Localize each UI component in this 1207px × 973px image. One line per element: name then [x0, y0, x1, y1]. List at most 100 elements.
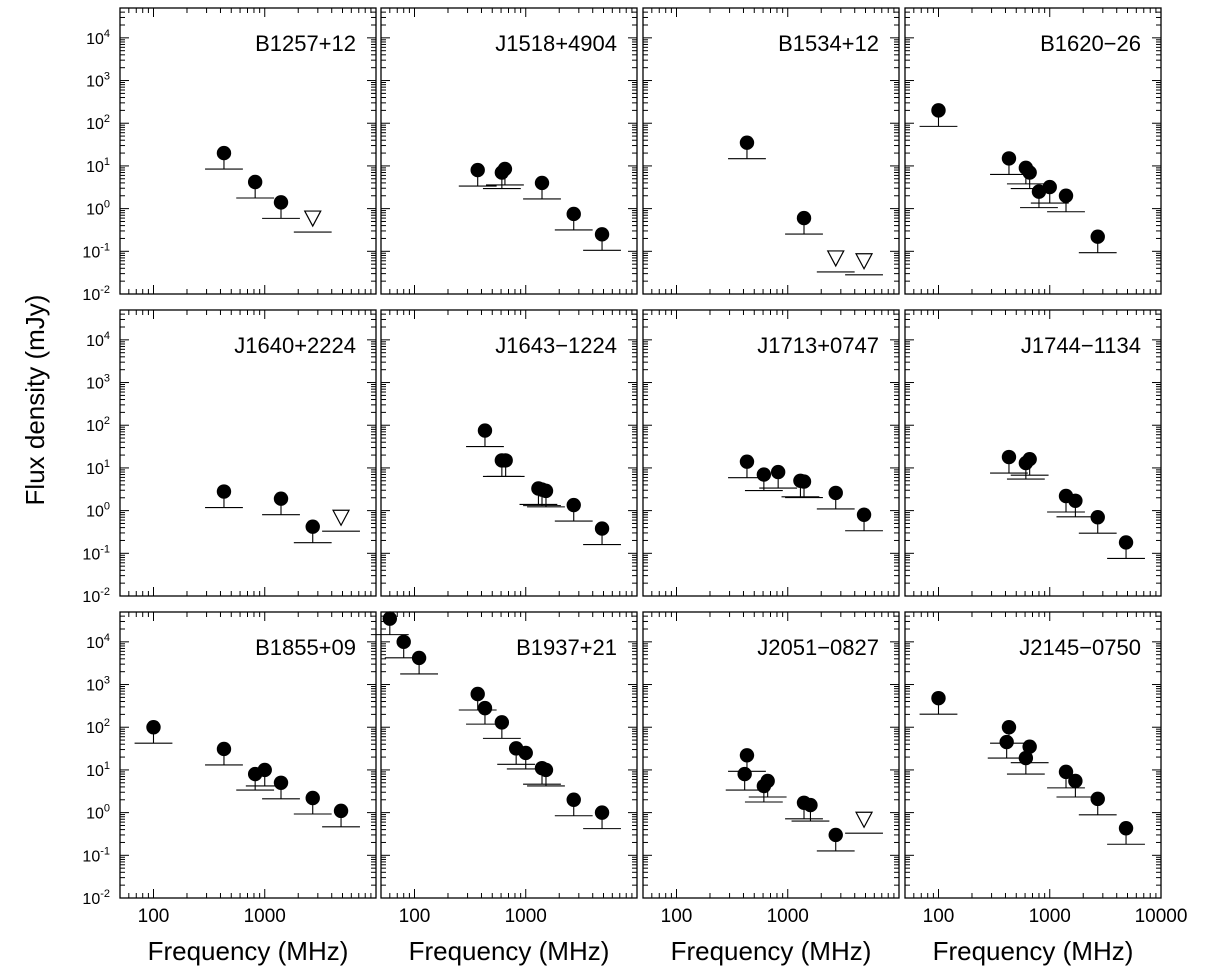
y-tick-label: 10-1	[82, 845, 110, 865]
x-tick-label: 1000	[767, 906, 809, 927]
y-axis-label: Flux density (mJy)	[20, 295, 50, 506]
data-point	[1022, 739, 1037, 754]
panel-title: J2051−0827	[757, 635, 879, 660]
data-point	[273, 491, 289, 506]
panel-title: J1744−1134	[1021, 333, 1141, 358]
data-point	[273, 195, 289, 210]
data-point	[594, 805, 610, 820]
data-point	[566, 792, 581, 807]
panel-title: B1257+12	[255, 31, 356, 56]
y-tick-label: 104	[86, 330, 110, 350]
data-point	[566, 206, 581, 222]
panel-2: J1518+4904	[380, 7, 638, 295]
panel-title: B1937+21	[516, 635, 617, 660]
panel-title: B1620−26	[1040, 31, 1141, 56]
data-point	[594, 521, 610, 536]
y-tick-label: 101	[86, 156, 110, 176]
data-point	[828, 485, 843, 501]
data-point	[477, 423, 493, 438]
y-tick-label: 103	[86, 71, 110, 91]
data-point	[803, 797, 818, 813]
panel-1: 104 103 102 101 100 10-1 10-2 B1257+12	[82, 7, 377, 304]
data-point	[796, 210, 812, 226]
y-tick-label: 104	[86, 28, 110, 48]
data-point	[856, 507, 872, 522]
data-point	[497, 161, 513, 177]
data-point	[494, 715, 510, 730]
data-point	[305, 790, 320, 806]
x-axis-label: Frequency (MHz)	[671, 936, 872, 966]
upper-limit-marker	[332, 509, 351, 527]
panel-title: B1534+12	[778, 31, 879, 56]
data-point	[756, 467, 772, 482]
x-tick-label: 100	[661, 906, 693, 927]
data-point	[1042, 179, 1057, 195]
y-tick-label: 103	[86, 373, 110, 393]
data-point	[828, 827, 843, 843]
data-point	[1068, 493, 1083, 508]
y-tick-label: 102	[86, 415, 110, 435]
data-point	[1068, 773, 1083, 789]
data-point	[739, 748, 755, 763]
data-point	[1058, 764, 1074, 780]
y-tick-label: 100	[86, 199, 110, 219]
y-tick-label: 10-1	[82, 543, 110, 563]
data-point	[305, 519, 320, 534]
data-point	[257, 762, 272, 778]
data-point	[411, 650, 427, 666]
y-tick-label: 102	[86, 717, 110, 737]
y-tick-label: 10-2	[82, 888, 110, 908]
y-tick-label: 103	[86, 675, 110, 695]
y-tick-label: 101	[86, 458, 110, 478]
panel-4: B1620−26	[904, 7, 1162, 295]
data-point	[1090, 229, 1105, 244]
panel-title: J2145−0750	[1019, 635, 1141, 660]
x-axis-label: Frequency (MHz)	[148, 936, 349, 966]
data-point	[770, 464, 786, 480]
panel-6: J1643−1224	[380, 309, 638, 597]
y-tick-label: 100	[86, 501, 110, 521]
data-point	[1118, 535, 1134, 550]
data-point	[739, 454, 755, 469]
data-point	[1031, 184, 1047, 199]
data-point	[737, 766, 752, 782]
data-point	[470, 162, 485, 178]
data-point	[931, 690, 946, 706]
data-point	[1090, 510, 1105, 525]
data-point	[931, 103, 946, 118]
panel-5: 104 103 102 101 100 10-1 10-2 J1640+2224	[82, 309, 377, 606]
data-point	[382, 611, 398, 626]
data-point	[470, 686, 485, 702]
x-tick-label: 100	[399, 906, 431, 927]
y-tick-label: 100	[86, 803, 110, 823]
data-point	[247, 174, 263, 190]
data-point	[1118, 821, 1134, 836]
data-point	[534, 175, 550, 191]
y-tick-label: 102	[86, 113, 110, 133]
panel-3: B1534+12	[642, 7, 900, 295]
data-point	[1001, 720, 1017, 735]
panel-title: J1518+4904	[495, 31, 617, 56]
y-tick-label: 101	[86, 760, 110, 780]
data-point	[1001, 449, 1017, 465]
data-point	[999, 734, 1014, 750]
data-point	[146, 720, 161, 735]
upper-limit-marker	[303, 210, 322, 228]
panel-title: J1640+2224	[234, 333, 356, 358]
upper-limit-marker	[826, 250, 845, 268]
x-tick-label: 10000	[1135, 906, 1188, 927]
x-tick-label: 1000	[1029, 906, 1071, 927]
data-point	[477, 700, 493, 716]
data-point	[1090, 791, 1105, 807]
data-point	[273, 775, 289, 790]
data-point	[796, 474, 812, 489]
y-tick-label: 10-2	[82, 284, 110, 304]
data-point	[1058, 188, 1074, 203]
panel-11: 100 1000 Frequency (MHz) J2051−0827	[642, 611, 900, 966]
data-point	[538, 483, 554, 499]
x-tick-label: 100	[923, 906, 955, 927]
panel-8: J1744−1134	[904, 309, 1162, 597]
data-point	[498, 453, 513, 468]
data-point	[518, 745, 533, 761]
